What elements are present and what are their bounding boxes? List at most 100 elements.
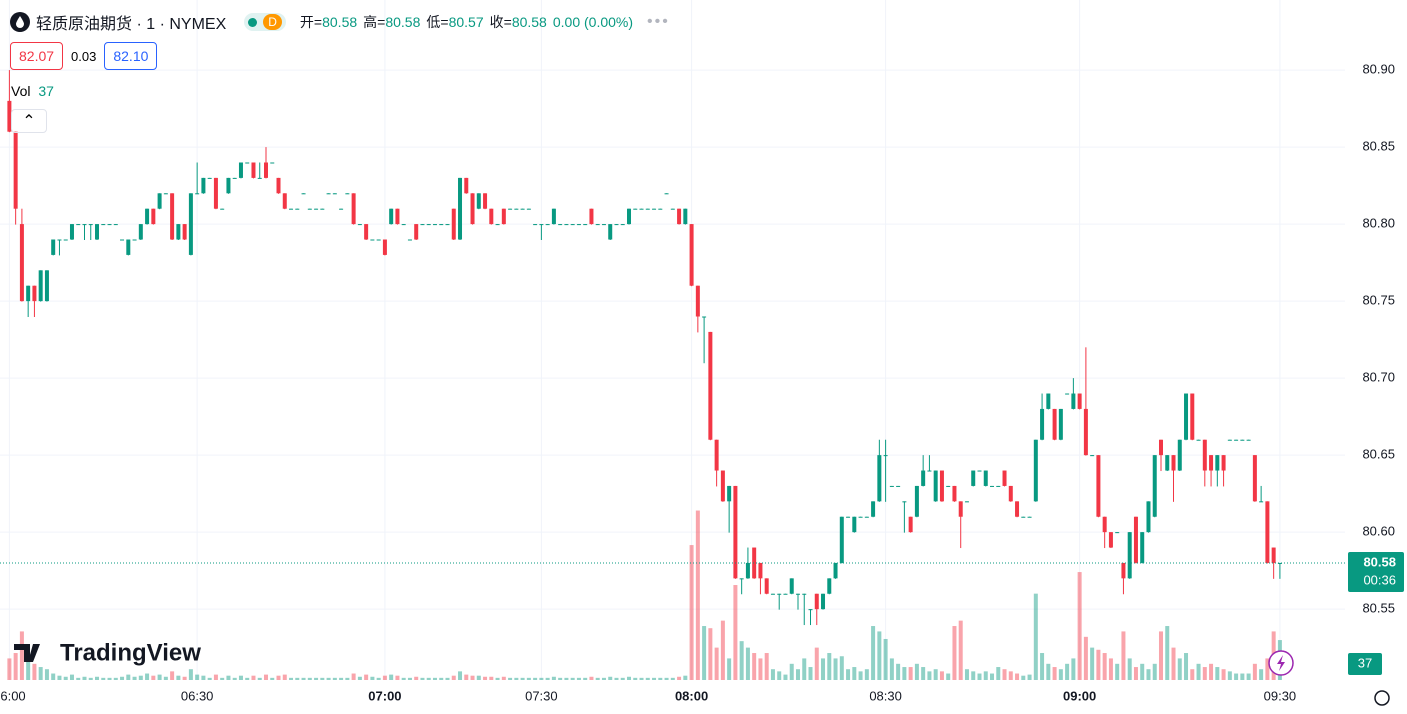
candle-body [889, 485, 894, 487]
candle-body [1158, 439, 1163, 456]
volume-bar [44, 669, 49, 680]
symbol-icon [10, 12, 30, 32]
candle-body [708, 331, 713, 440]
candle-body [839, 516, 844, 563]
bid[interactable]: 82.07 [10, 42, 64, 70]
volume-bar [877, 631, 882, 680]
volume-bar [151, 675, 156, 680]
volume-bar [101, 677, 106, 680]
volume-bar [464, 674, 469, 680]
volume-bar [107, 677, 112, 680]
volume-bar [551, 676, 556, 680]
volume-bar [871, 626, 876, 680]
candle-body [420, 224, 425, 226]
volume-bar [345, 677, 350, 680]
volume-bar [802, 658, 807, 680]
volume-bar [814, 647, 819, 680]
candle-body [1008, 485, 1013, 502]
volume-bar [182, 676, 187, 680]
candle-body [426, 224, 431, 226]
candle-body [439, 224, 444, 226]
quote-row: 82.07 0.03 82.10 [10, 42, 158, 70]
volume-bar [1121, 631, 1126, 680]
collapse-button[interactable]: ⌃ [11, 109, 47, 133]
volume-bar [1065, 663, 1070, 680]
candle-body [32, 285, 37, 302]
volume-bar [1196, 663, 1201, 680]
symbol[interactable]: 轻质原油期货 · 1 · NYMEX [36, 16, 227, 33]
volume-bar [451, 675, 456, 680]
candle-body [1115, 532, 1120, 534]
volume-bar [113, 677, 118, 680]
volume-bar [627, 676, 632, 680]
volume-bar [351, 673, 356, 680]
candle-body [207, 177, 212, 179]
candle-body [245, 162, 250, 164]
volume-bar [739, 641, 744, 680]
volume-bar [1077, 572, 1082, 680]
volume-bar [263, 674, 268, 680]
y-tick-label: 80.85 [1362, 139, 1395, 154]
volume-bar [883, 638, 888, 680]
more[interactable]: ••• [647, 13, 670, 30]
volume-bar [357, 676, 362, 680]
candle-body [44, 270, 49, 302]
ohlc-item: 低=80.57 [426, 12, 483, 32]
x-tick-label: 09:30 [1264, 688, 1297, 703]
candle-body [783, 593, 788, 595]
candle-body [1065, 393, 1070, 395]
candle-body [351, 193, 356, 225]
candle-body [370, 239, 375, 241]
volume-bar [495, 677, 500, 680]
market-dot [248, 17, 258, 27]
volume-bar [545, 677, 550, 680]
candle-body [126, 239, 131, 255]
volume-bar [633, 677, 638, 680]
volume-bar [295, 677, 300, 680]
volume-bar [407, 677, 412, 680]
volume-bar [764, 653, 769, 680]
candle-body [846, 516, 851, 518]
candle-body [464, 177, 469, 194]
volume-bar [839, 656, 844, 680]
volume-bar [145, 673, 150, 680]
volume-bar [996, 667, 1001, 680]
candle-body [101, 224, 106, 226]
volume-bar [858, 671, 863, 680]
candle-body [551, 208, 556, 225]
candle-body [677, 208, 682, 225]
volume-bar [614, 677, 619, 680]
volume-bar [420, 677, 425, 680]
candle-body [307, 208, 312, 210]
settings-icon[interactable] [1374, 690, 1390, 706]
candle-body [958, 501, 963, 517]
ask[interactable]: 82.10 [104, 42, 158, 70]
volume-bar [789, 663, 794, 680]
volume-bar [207, 677, 212, 680]
candle-body [1165, 455, 1170, 471]
candle-body [176, 224, 181, 240]
volume-bar [533, 677, 538, 680]
volume-bar [32, 663, 37, 680]
candle-body [633, 208, 638, 210]
volume-bar [589, 676, 594, 680]
volume-bar [514, 677, 519, 680]
volume-bar [458, 671, 463, 680]
candle-body [188, 193, 193, 255]
volume-bar [714, 647, 719, 680]
candle-body [1033, 439, 1038, 502]
volume-bar [226, 675, 231, 680]
volume-bar [483, 676, 488, 680]
candle-body [451, 208, 456, 240]
volume-bar [138, 675, 143, 680]
candle-body [1240, 439, 1245, 441]
volume-bar [376, 677, 381, 680]
volume-bar [558, 677, 563, 680]
volume-bar [752, 653, 757, 680]
x-tick-label: 08:00 [675, 688, 708, 703]
candle-body [57, 239, 62, 241]
candle-body [795, 593, 800, 595]
candle-body [689, 224, 694, 286]
volume-bar [914, 663, 919, 680]
volume-bar [95, 676, 100, 680]
